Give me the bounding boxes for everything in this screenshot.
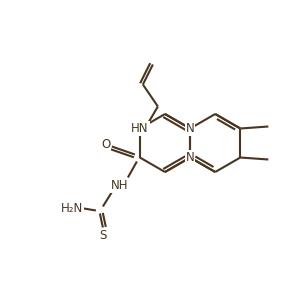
Text: O: O (101, 138, 111, 151)
Text: HN: HN (131, 122, 149, 135)
Text: N: N (186, 151, 195, 164)
Text: S: S (99, 229, 107, 242)
Text: N: N (186, 122, 195, 135)
Text: H₂N: H₂N (61, 202, 83, 215)
Text: NH: NH (111, 179, 129, 192)
